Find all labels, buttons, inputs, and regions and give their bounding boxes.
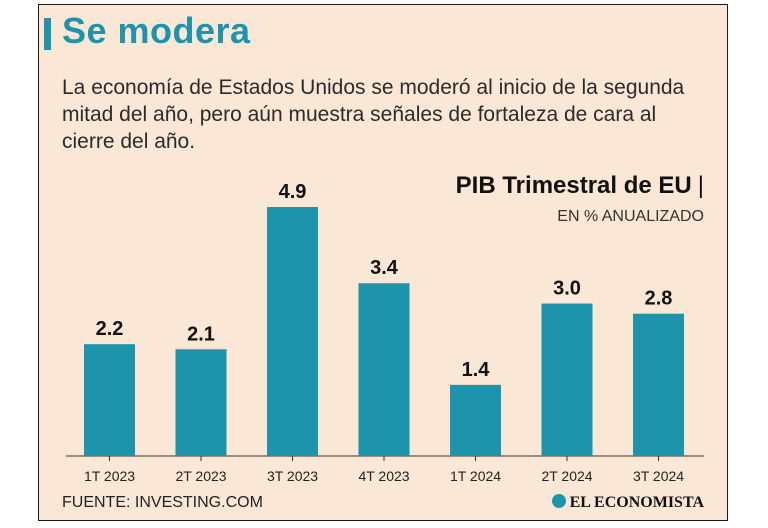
value-label: 2.2	[96, 318, 124, 340]
title-accent-bar	[44, 18, 51, 50]
value-label: 1.4	[462, 359, 491, 381]
x-tick-label: 3T 2024	[633, 468, 684, 484]
x-tick-label: 4T 2023	[358, 468, 409, 484]
brand-name: EL ECONOMISTA	[569, 494, 704, 511]
brand-globe-icon	[551, 494, 566, 508]
chart-title: PIB Trimestral de EU |	[456, 172, 704, 200]
value-label: 3.4	[370, 257, 399, 279]
x-tick-label: 1T 2024	[450, 468, 501, 484]
page-title: Se modera	[62, 10, 251, 51]
x-tick-label: 1T 2023	[84, 468, 135, 484]
brand-logo: EL ECONOMISTA	[551, 494, 704, 512]
value-label: 4.9	[279, 181, 307, 203]
value-label: 2.1	[187, 323, 215, 345]
value-label: 2.8	[645, 288, 673, 310]
bar-1t-2024	[450, 384, 501, 456]
x-tick-label: 2T 2024	[541, 468, 592, 484]
bar-2t-2023	[175, 349, 227, 456]
chart-unit-label: EN % ANUALIZADO	[557, 208, 704, 225]
bar-4t-2023	[358, 283, 410, 456]
bar-3t-2023	[267, 207, 318, 456]
value-label: 3.0	[553, 278, 581, 300]
source-note: FUENTE: INVESTING.COM	[62, 494, 263, 511]
chart-title-text: PIB Trimestral de EU	[455, 172, 692, 199]
x-tick-label: 2T 2023	[175, 468, 226, 484]
bar-2t-2024	[541, 303, 593, 456]
subtitle: La economía de Estados Unidos se moderó …	[62, 76, 685, 153]
bar-3t-2024	[633, 313, 684, 456]
bar-1t-2023	[84, 344, 135, 456]
chart-title-separator: |	[697, 172, 704, 199]
x-tick-label: 3T 2023	[267, 468, 318, 484]
